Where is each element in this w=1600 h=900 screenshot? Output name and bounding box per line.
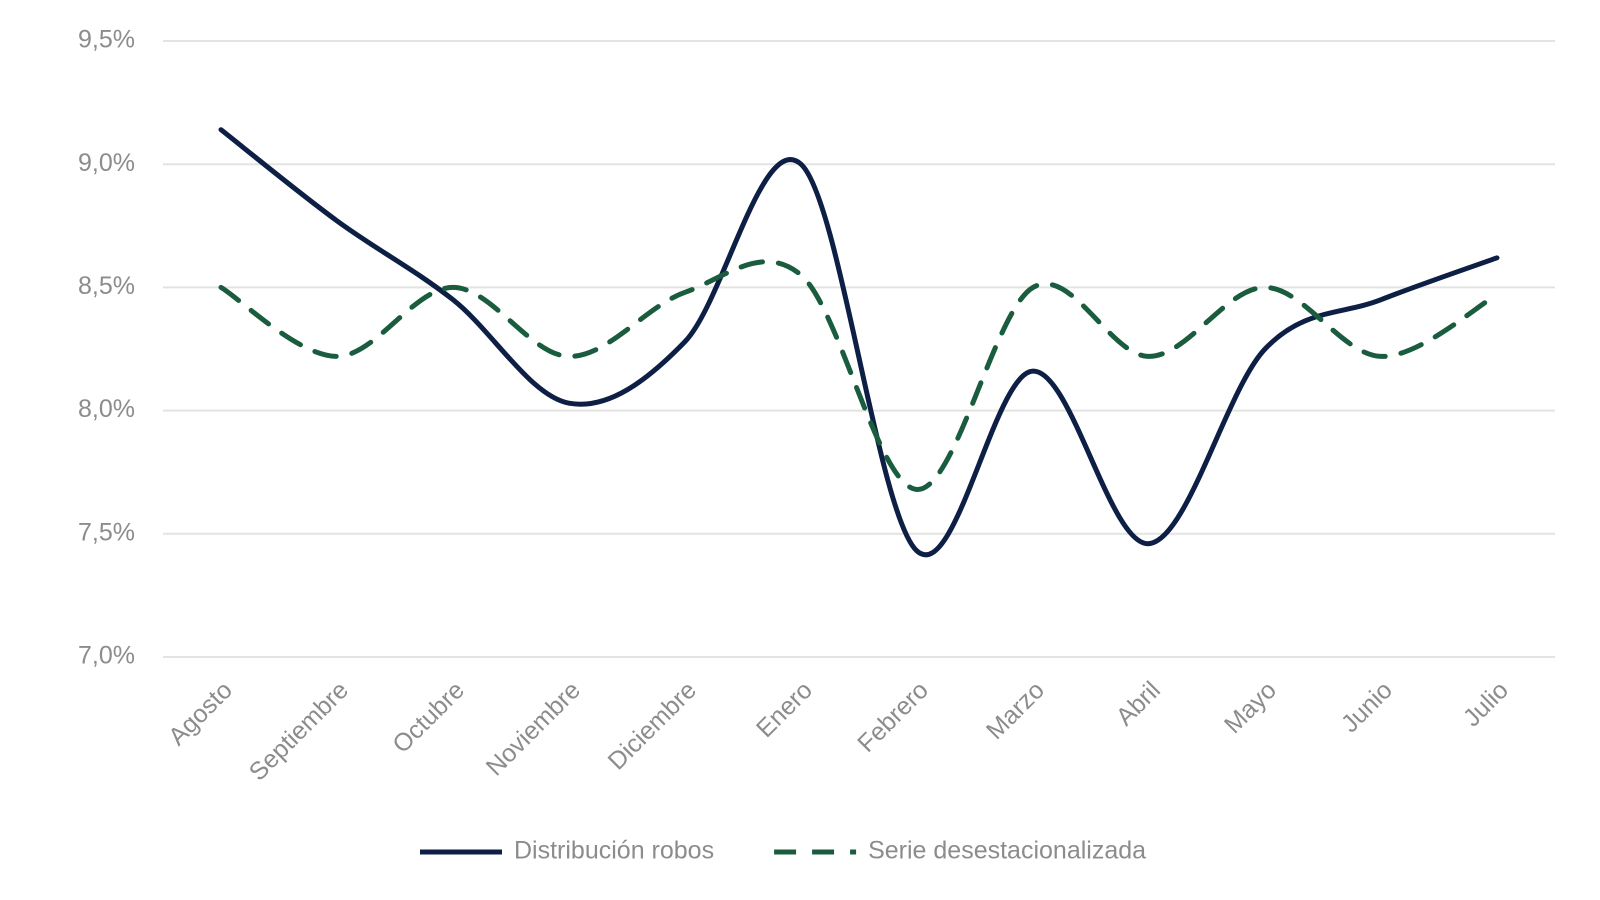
x-tick-label: Marzo xyxy=(981,676,1050,745)
x-tick-label: Enero xyxy=(751,676,818,743)
legend-label: Distribución robos xyxy=(514,837,714,865)
x-tick-label: Diciembre xyxy=(603,676,702,775)
y-tick-label: 8,5% xyxy=(78,272,135,300)
y-tick-label: 7,5% xyxy=(78,518,135,546)
legend-label: Serie desestacionalizada xyxy=(868,837,1146,865)
x-tick-label: Abril xyxy=(1111,676,1166,731)
x-tick-label: Agosto xyxy=(163,676,238,751)
x-tick-label: Julio xyxy=(1458,676,1514,732)
x-tick-label: Octubre xyxy=(387,676,470,759)
x-tick-label: Junio xyxy=(1336,676,1398,738)
y-tick-label: 7,0% xyxy=(78,642,135,670)
y-tick-label: 9,0% xyxy=(78,149,135,177)
x-tick-label: Febrero xyxy=(852,676,934,758)
y-tick-label: 8,0% xyxy=(78,395,135,423)
x-tick-label: Mayo xyxy=(1219,676,1282,739)
series-line xyxy=(218,127,1500,558)
x-tick-label: Noviembre xyxy=(481,676,586,781)
x-tick-label: Septiembre xyxy=(244,676,354,786)
y-tick-label: 9,5% xyxy=(78,26,135,54)
series-line xyxy=(218,259,1500,492)
